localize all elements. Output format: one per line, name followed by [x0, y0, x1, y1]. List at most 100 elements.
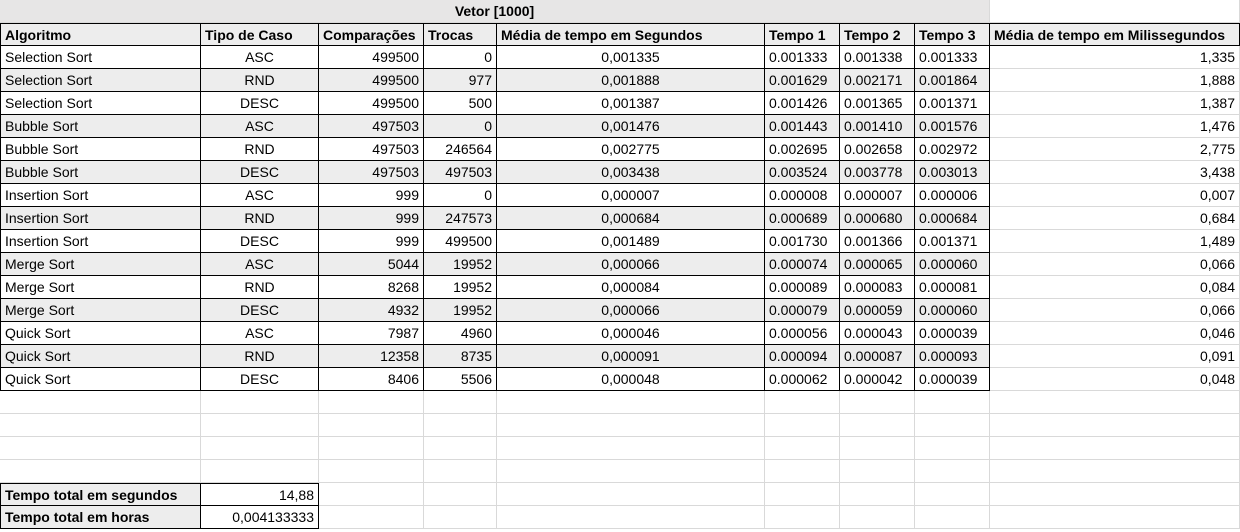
table-cell[interactable]: 19952	[424, 299, 497, 322]
table-cell[interactable]: 0.000060	[915, 299, 990, 322]
table-cell[interactable]: 0.001333	[915, 46, 990, 69]
table-cell[interactable]: 497503	[424, 161, 497, 184]
table-cell[interactable]: RND	[201, 138, 319, 161]
table-cell[interactable]: 0	[424, 115, 497, 138]
table-cell[interactable]: DESC	[201, 368, 319, 391]
column-header[interactable]: Trocas	[424, 23, 497, 46]
table-cell[interactable]: 0.000039	[915, 368, 990, 391]
empty-cell[interactable]	[201, 391, 319, 414]
table-cell[interactable]: 0.000074	[765, 253, 840, 276]
empty-cell[interactable]	[319, 460, 424, 483]
table-cell[interactable]: 19952	[424, 253, 497, 276]
empty-cell[interactable]	[319, 506, 424, 529]
empty-cell[interactable]	[497, 483, 765, 506]
table-cell[interactable]: 0,003438	[497, 161, 765, 184]
table-cell[interactable]: 0,001387	[497, 92, 765, 115]
table-cell[interactable]: 1,387	[990, 92, 1240, 115]
table-cell[interactable]: 499500	[319, 46, 424, 69]
table-cell[interactable]: 0	[424, 184, 497, 207]
empty-cell[interactable]	[915, 391, 990, 414]
table-cell[interactable]: 0.001366	[840, 230, 915, 253]
table-cell[interactable]: 0.000093	[915, 345, 990, 368]
empty-cell[interactable]	[915, 483, 990, 506]
table-cell[interactable]: 0.001371	[915, 230, 990, 253]
empty-cell[interactable]	[990, 437, 1240, 460]
empty-cell[interactable]	[201, 437, 319, 460]
empty-cell[interactable]	[840, 414, 915, 437]
table-cell[interactable]: Insertion Sort	[0, 207, 201, 230]
empty-cell[interactable]	[497, 460, 765, 483]
table-cell[interactable]: 247573	[424, 207, 497, 230]
table-cell[interactable]: 0.001338	[840, 46, 915, 69]
table-cell[interactable]: 0.001864	[915, 69, 990, 92]
empty-cell[interactable]	[840, 460, 915, 483]
sheet-title-cell[interactable]: Vetor [1000]	[0, 0, 990, 23]
table-cell[interactable]: 4932	[319, 299, 424, 322]
table-cell[interactable]: 0.001426	[765, 92, 840, 115]
table-cell[interactable]: 0.000060	[915, 253, 990, 276]
table-cell[interactable]: 0,000048	[497, 368, 765, 391]
empty-cell[interactable]	[765, 437, 840, 460]
table-cell[interactable]: 0,000066	[497, 299, 765, 322]
empty-cell[interactable]	[0, 414, 201, 437]
table-cell[interactable]: 0.001443	[765, 115, 840, 138]
table-cell[interactable]: Merge Sort	[0, 299, 201, 322]
table-cell[interactable]: RND	[201, 276, 319, 299]
table-cell[interactable]: Insertion Sort	[0, 184, 201, 207]
table-cell[interactable]: 999	[319, 184, 424, 207]
table-cell[interactable]: 0.002171	[840, 69, 915, 92]
table-cell[interactable]: 0.001410	[840, 115, 915, 138]
table-cell[interactable]: 0.001629	[765, 69, 840, 92]
empty-cell[interactable]	[915, 506, 990, 529]
empty-cell[interactable]	[424, 460, 497, 483]
table-cell[interactable]: 5044	[319, 253, 424, 276]
empty-cell[interactable]	[319, 483, 424, 506]
table-cell[interactable]: RND	[201, 207, 319, 230]
table-cell[interactable]: 12358	[319, 345, 424, 368]
table-cell[interactable]: 999	[319, 207, 424, 230]
table-cell[interactable]: 0,066	[990, 253, 1240, 276]
table-cell[interactable]: 0.000043	[840, 322, 915, 345]
empty-cell[interactable]	[990, 0, 1240, 23]
table-cell[interactable]: DESC	[201, 230, 319, 253]
table-cell[interactable]: 0.001371	[915, 92, 990, 115]
table-cell[interactable]: 0,007	[990, 184, 1240, 207]
empty-cell[interactable]	[990, 483, 1240, 506]
empty-cell[interactable]	[990, 460, 1240, 483]
table-cell[interactable]: 1,888	[990, 69, 1240, 92]
empty-cell[interactable]	[765, 460, 840, 483]
table-cell[interactable]: 0,000684	[497, 207, 765, 230]
empty-cell[interactable]	[424, 414, 497, 437]
table-cell[interactable]: 2,775	[990, 138, 1240, 161]
table-cell[interactable]: 0.000680	[840, 207, 915, 230]
table-cell[interactable]: 0.001730	[765, 230, 840, 253]
table-cell[interactable]: 0.000006	[915, 184, 990, 207]
empty-cell[interactable]	[990, 391, 1240, 414]
empty-cell[interactable]	[0, 437, 201, 460]
empty-cell[interactable]	[319, 437, 424, 460]
table-cell[interactable]: 0,000046	[497, 322, 765, 345]
table-cell[interactable]: 1,489	[990, 230, 1240, 253]
totals-value[interactable]: 14,88	[201, 483, 319, 506]
table-cell[interactable]: 0.000062	[765, 368, 840, 391]
table-cell[interactable]: 0.002972	[915, 138, 990, 161]
table-cell[interactable]: Selection Sort	[0, 46, 201, 69]
table-cell[interactable]: 1,335	[990, 46, 1240, 69]
table-cell[interactable]: 0,048	[990, 368, 1240, 391]
empty-cell[interactable]	[319, 414, 424, 437]
table-cell[interactable]: Selection Sort	[0, 69, 201, 92]
table-cell[interactable]: 497503	[319, 138, 424, 161]
table-cell[interactable]: 0.000042	[840, 368, 915, 391]
table-cell[interactable]: 499500	[319, 69, 424, 92]
table-cell[interactable]: 0,001335	[497, 46, 765, 69]
table-cell[interactable]: 0,091	[990, 345, 1240, 368]
empty-cell[interactable]	[424, 483, 497, 506]
table-cell[interactable]: Selection Sort	[0, 92, 201, 115]
table-cell[interactable]: 497503	[319, 161, 424, 184]
table-cell[interactable]: 0,001476	[497, 115, 765, 138]
table-cell[interactable]: 0,066	[990, 299, 1240, 322]
table-cell[interactable]: 7987	[319, 322, 424, 345]
table-cell[interactable]: 1,476	[990, 115, 1240, 138]
table-cell[interactable]: 0,000066	[497, 253, 765, 276]
table-cell[interactable]: 0.003778	[840, 161, 915, 184]
